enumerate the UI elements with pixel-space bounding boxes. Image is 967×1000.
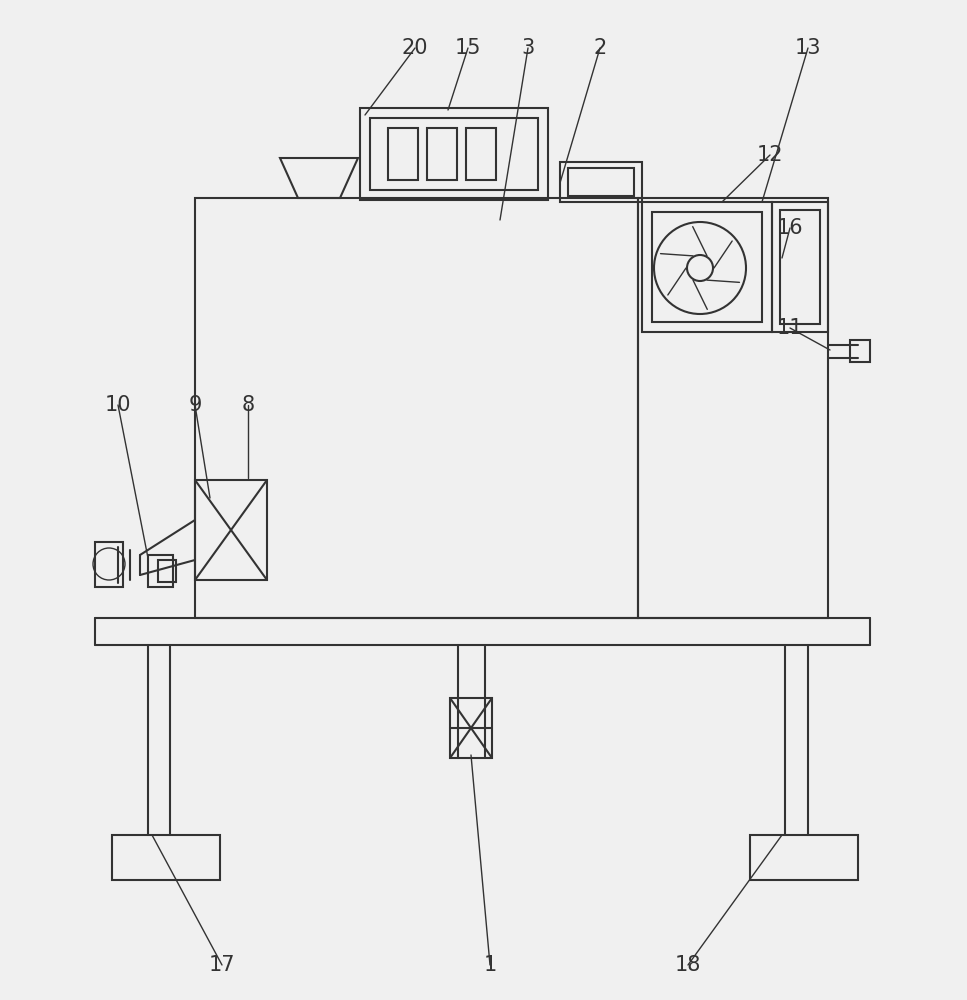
Bar: [158, 560, 176, 582]
Text: 12: 12: [757, 145, 783, 165]
Text: 20: 20: [401, 38, 428, 58]
Text: 10: 10: [104, 395, 132, 415]
Bar: [638, 198, 828, 618]
Bar: [195, 198, 638, 618]
Bar: [360, 108, 548, 200]
Bar: [388, 128, 418, 180]
Bar: [112, 835, 220, 880]
Text: 1: 1: [484, 955, 497, 975]
Text: 8: 8: [242, 395, 254, 415]
Text: 3: 3: [521, 38, 535, 58]
Text: 18: 18: [675, 955, 701, 975]
Bar: [370, 118, 538, 190]
Text: 11: 11: [777, 318, 804, 338]
Bar: [560, 162, 642, 202]
Bar: [850, 340, 870, 362]
Bar: [750, 835, 858, 880]
Text: 9: 9: [189, 395, 202, 415]
Text: 13: 13: [795, 38, 821, 58]
Text: 2: 2: [594, 38, 606, 58]
Text: 16: 16: [777, 218, 804, 238]
Bar: [652, 212, 762, 322]
Bar: [148, 555, 173, 587]
Bar: [95, 542, 123, 587]
Bar: [780, 210, 820, 324]
Bar: [466, 128, 496, 180]
Text: 17: 17: [209, 955, 235, 975]
Bar: [772, 202, 828, 332]
Bar: [568, 168, 634, 196]
Bar: [195, 480, 267, 580]
Bar: [450, 698, 492, 758]
Bar: [427, 128, 457, 180]
Text: 15: 15: [454, 38, 482, 58]
Bar: [642, 202, 772, 332]
